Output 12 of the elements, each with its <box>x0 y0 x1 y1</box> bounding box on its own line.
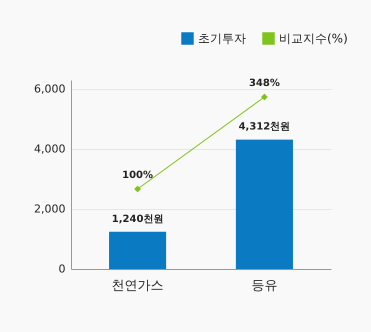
data-label: 1,240천원 <box>112 214 164 225</box>
data-label: 100% <box>122 170 154 181</box>
x-tick-label: 등유 <box>251 278 278 294</box>
y-tick-label: 4,000 <box>34 142 66 156</box>
legend-label: 초기투자 <box>198 32 246 46</box>
x-tick-label: 천연가스 <box>112 278 164 294</box>
data-label: 348% <box>248 78 280 89</box>
y-tick-label: 6,000 <box>34 82 66 96</box>
y-tick-label: 0 <box>58 262 66 276</box>
legend-label: 비교지수(%) <box>279 32 348 46</box>
data-label: 4,312천원 <box>238 122 290 133</box>
y-tick-label: 2,000 <box>34 202 66 216</box>
